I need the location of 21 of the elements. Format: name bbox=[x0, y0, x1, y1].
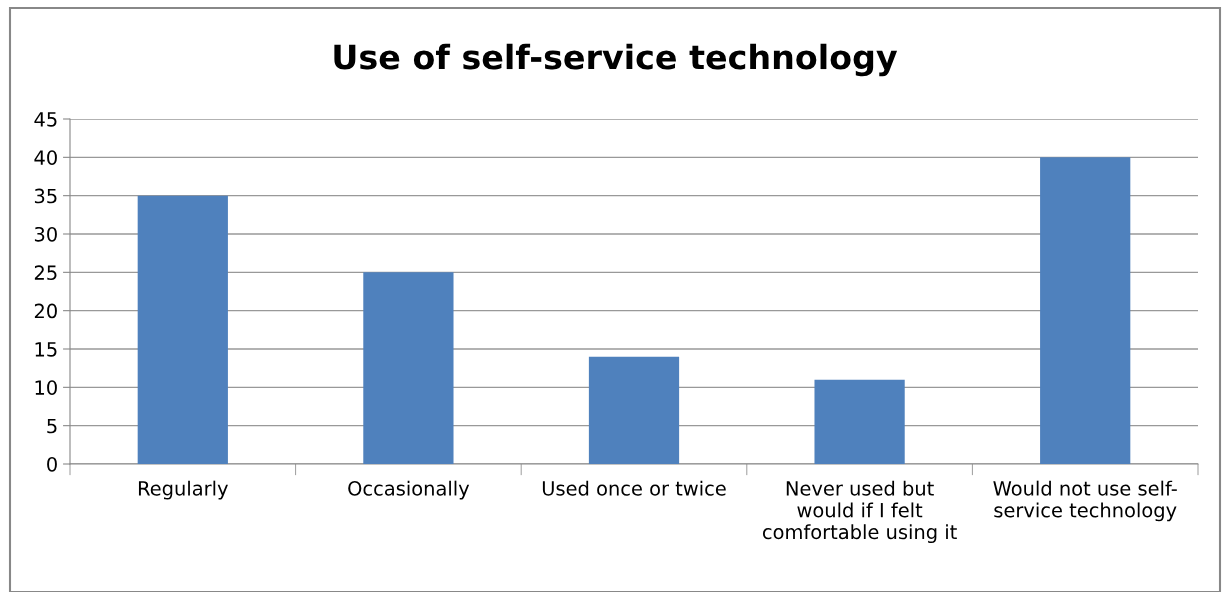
bar bbox=[814, 379, 905, 464]
y-tick-label: 30 bbox=[34, 226, 57, 242]
bar bbox=[363, 272, 454, 464]
x-tick-label: Used once or twice bbox=[542, 480, 726, 496]
x-tick-label: Never used but would if I felt comfortable using it bbox=[762, 480, 957, 544]
x-tick-label: Regularly bbox=[138, 480, 228, 500]
y-tick-label: 0 bbox=[47, 456, 57, 472]
y-tick-label: 10 bbox=[35, 380, 57, 395]
y-tick-label: 25 bbox=[34, 265, 57, 280]
y-tick-label: 5 bbox=[47, 418, 57, 434]
x-tick-label: Occasionally bbox=[348, 480, 470, 500]
y-tick-label: 40 bbox=[34, 150, 57, 165]
y-tick-label: 45 bbox=[34, 112, 57, 127]
bar bbox=[1040, 157, 1131, 464]
y-tick-label: 20 bbox=[34, 303, 57, 319]
y-tick-label: 35 bbox=[34, 188, 57, 204]
chart-title: Use of self-service technology bbox=[334, 43, 898, 77]
y-tick-label: 15 bbox=[35, 342, 57, 357]
x-tick-label: Would not use self- service technology bbox=[993, 480, 1177, 522]
bar bbox=[588, 356, 680, 464]
bar bbox=[137, 195, 228, 464]
